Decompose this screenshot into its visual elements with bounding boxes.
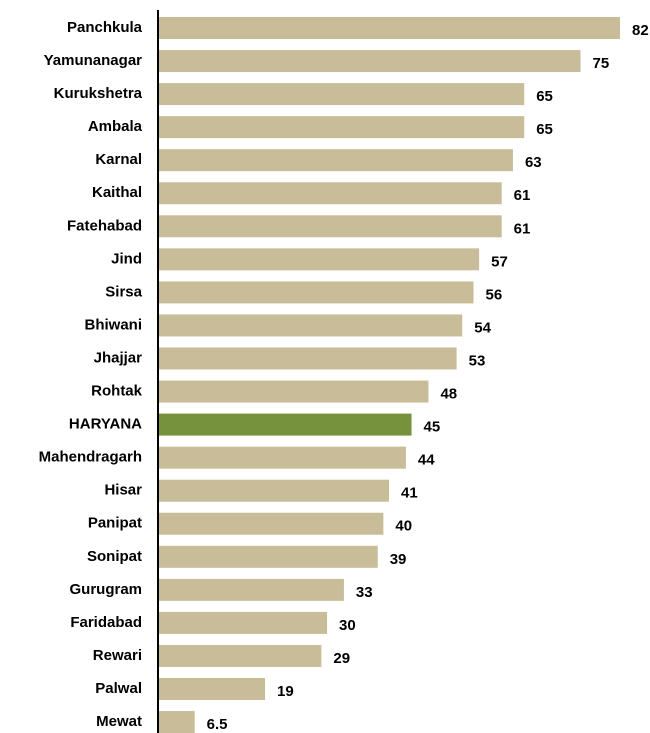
value-label: 29 [333, 650, 350, 667]
bar [159, 83, 525, 106]
value-label: 54 [474, 319, 491, 336]
category-label: Fatehabad [67, 217, 142, 234]
category-label: Panchkula [67, 19, 143, 36]
category-label: Palwal [95, 680, 142, 697]
value-label: 65 [536, 88, 553, 105]
bar [159, 446, 406, 469]
category-label: Sonipat [87, 548, 142, 565]
category-label: Rewari [93, 647, 142, 664]
value-label: 75 [593, 55, 610, 72]
bar [159, 413, 412, 436]
value-label: 48 [440, 386, 457, 403]
bar [159, 644, 322, 667]
bar [159, 215, 502, 238]
bar [159, 711, 195, 733]
category-label: HARYANA [69, 416, 142, 433]
category-label: Sirsa [105, 283, 142, 300]
category-label: Mewat [96, 713, 142, 730]
value-label: 41 [401, 485, 418, 502]
value-label: 19 [277, 683, 294, 700]
category-label: Ambala [88, 118, 143, 135]
bar [159, 314, 463, 337]
bar [159, 182, 502, 205]
value-label: 65 [536, 121, 553, 138]
bar [159, 380, 429, 403]
category-label: Rohtak [91, 383, 142, 400]
bar [159, 479, 389, 502]
value-label: 33 [356, 584, 373, 601]
category-label: Panipat [88, 515, 142, 532]
category-label: Kaithal [92, 184, 142, 201]
bar [159, 512, 384, 535]
bar [159, 149, 513, 172]
value-label: 56 [486, 286, 503, 303]
category-label: Bhiwani [84, 316, 142, 333]
category-label: Kurukshetra [54, 85, 143, 102]
value-label: 39 [390, 551, 407, 568]
bar [159, 17, 620, 39]
value-label: 6.5 [207, 716, 228, 733]
value-label: 57 [491, 253, 508, 270]
value-label: 53 [469, 352, 486, 369]
value-label: 63 [525, 154, 542, 171]
category-label: Mahendragarh [39, 449, 142, 466]
bar [159, 248, 480, 271]
bar [159, 347, 457, 370]
value-label: 61 [514, 220, 531, 237]
bar [159, 116, 525, 139]
value-label: 82 [632, 22, 649, 39]
category-label: Jind [111, 250, 142, 267]
bar [159, 50, 581, 73]
bar [159, 545, 378, 568]
value-label: 40 [395, 518, 412, 535]
bar [159, 281, 474, 304]
category-label: Jhajjar [94, 349, 143, 366]
category-label: Karnal [95, 151, 142, 168]
category-label: Faridabad [70, 614, 142, 631]
bar [159, 611, 328, 634]
bar [159, 578, 344, 601]
category-label: Yamunanagar [44, 52, 143, 69]
value-label: 44 [418, 452, 435, 469]
category-label: Hisar [104, 482, 142, 499]
category-label: Gurugram [69, 581, 142, 598]
value-label: 45 [424, 419, 441, 436]
value-label: 61 [514, 187, 531, 204]
bar [159, 678, 266, 700]
value-label: 30 [339, 617, 356, 634]
